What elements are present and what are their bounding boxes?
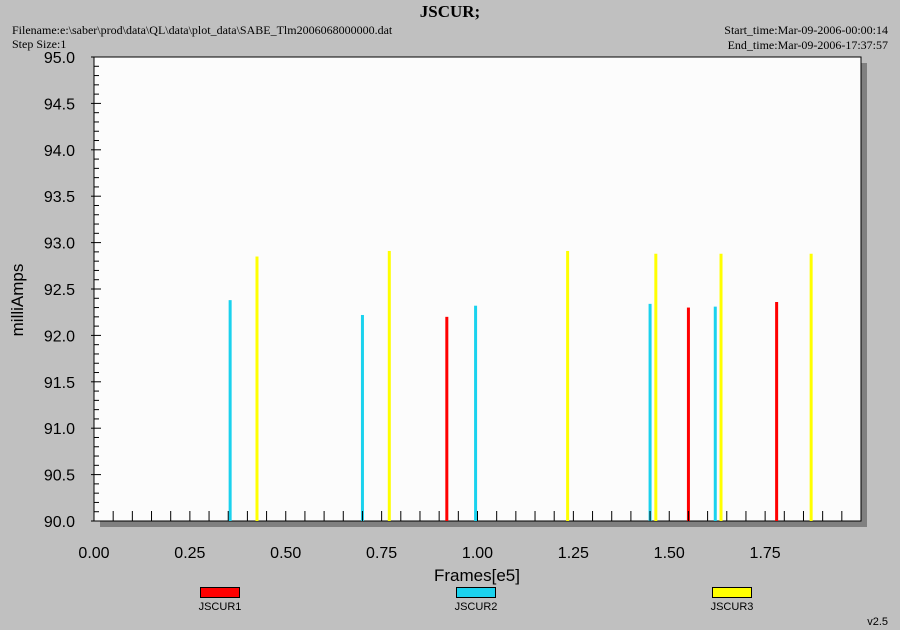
bar-jscur2-3 <box>648 303 652 521</box>
x-tick-label: 1.75 <box>750 545 781 562</box>
bar-jscur3-5 <box>809 253 813 521</box>
bar-jscur1-0 <box>445 316 449 521</box>
y-tick-label: 95.0 <box>44 50 75 67</box>
legend-label: JSCUR2 <box>454 601 498 613</box>
chart-marks <box>228 250 813 521</box>
bar-jscur1-2 <box>775 301 779 521</box>
y-tick-label: 93.0 <box>44 236 75 253</box>
legend-item-jscur3: JSCUR3 <box>672 587 792 613</box>
x-tick-label: 1.25 <box>558 545 589 562</box>
y-tick-label: 92.0 <box>44 328 75 345</box>
bar-jscur3-2 <box>566 250 570 521</box>
y-tick-label: 92.5 <box>44 282 75 299</box>
plot-area <box>93 56 862 522</box>
version-label: v2.5 <box>867 616 888 628</box>
bar-jscur3-1 <box>387 250 391 521</box>
legend-swatch <box>456 587 496 598</box>
end-time-label: End_time:Mar-09-2006-17:37:57 <box>727 38 888 52</box>
x-tick-label: 0.00 <box>78 545 109 562</box>
bar-jscur2-4 <box>713 306 717 521</box>
bar-jscur1-1 <box>686 307 690 521</box>
y-tick-label: 90.0 <box>44 514 75 531</box>
legend-label: JSCUR1 <box>198 601 242 613</box>
legend-swatch <box>712 587 752 598</box>
legend-swatch <box>200 587 240 598</box>
legend-item-jscur1: JSCUR1 <box>160 587 280 613</box>
y-tick-label: 94.0 <box>44 143 75 160</box>
x-axis-label: Frames[e5] <box>434 566 520 585</box>
filename-label: Filename:e:\saber\prod\data\QL\data\plot… <box>12 23 393 37</box>
x-tick-label: 1.00 <box>462 545 493 562</box>
x-tick-label: 0.50 <box>270 545 301 562</box>
bar-jscur2-1 <box>360 314 364 521</box>
bar-jscur2-0 <box>228 300 232 521</box>
bar-jscur3-3 <box>654 253 658 521</box>
y-tick-label: 93.5 <box>44 189 75 206</box>
legend-label: JSCUR3 <box>710 601 754 613</box>
step-size-label: Step Size:1 <box>12 37 67 51</box>
x-tick-label: 1.50 <box>654 545 685 562</box>
y-tick-label: 90.5 <box>44 468 75 485</box>
bar-jscur3-0 <box>255 256 259 521</box>
x-tick-label: 0.75 <box>366 545 397 562</box>
y-tick-label: 91.0 <box>44 421 75 438</box>
chart-title: JSCUR; <box>419 2 481 21</box>
start-time-label: Start_time:Mar-09-2006-00:00:14 <box>724 23 888 37</box>
bar-jscur2-2 <box>474 305 478 521</box>
y-tick-label: 94.5 <box>44 96 75 113</box>
x-tick-label: 0.25 <box>174 545 205 562</box>
chart-axes: 90.0 90.5 91.0 91.5 92.0 92.5 93.0 93.5 94.0 94.5… <box>44 50 843 562</box>
y-tick-label: 91.5 <box>44 375 75 392</box>
y-axis-label: milliAmps <box>8 264 27 337</box>
bar-jscur3-4 <box>719 253 723 521</box>
legend-item-jscur2: JSCUR2 <box>416 587 536 613</box>
